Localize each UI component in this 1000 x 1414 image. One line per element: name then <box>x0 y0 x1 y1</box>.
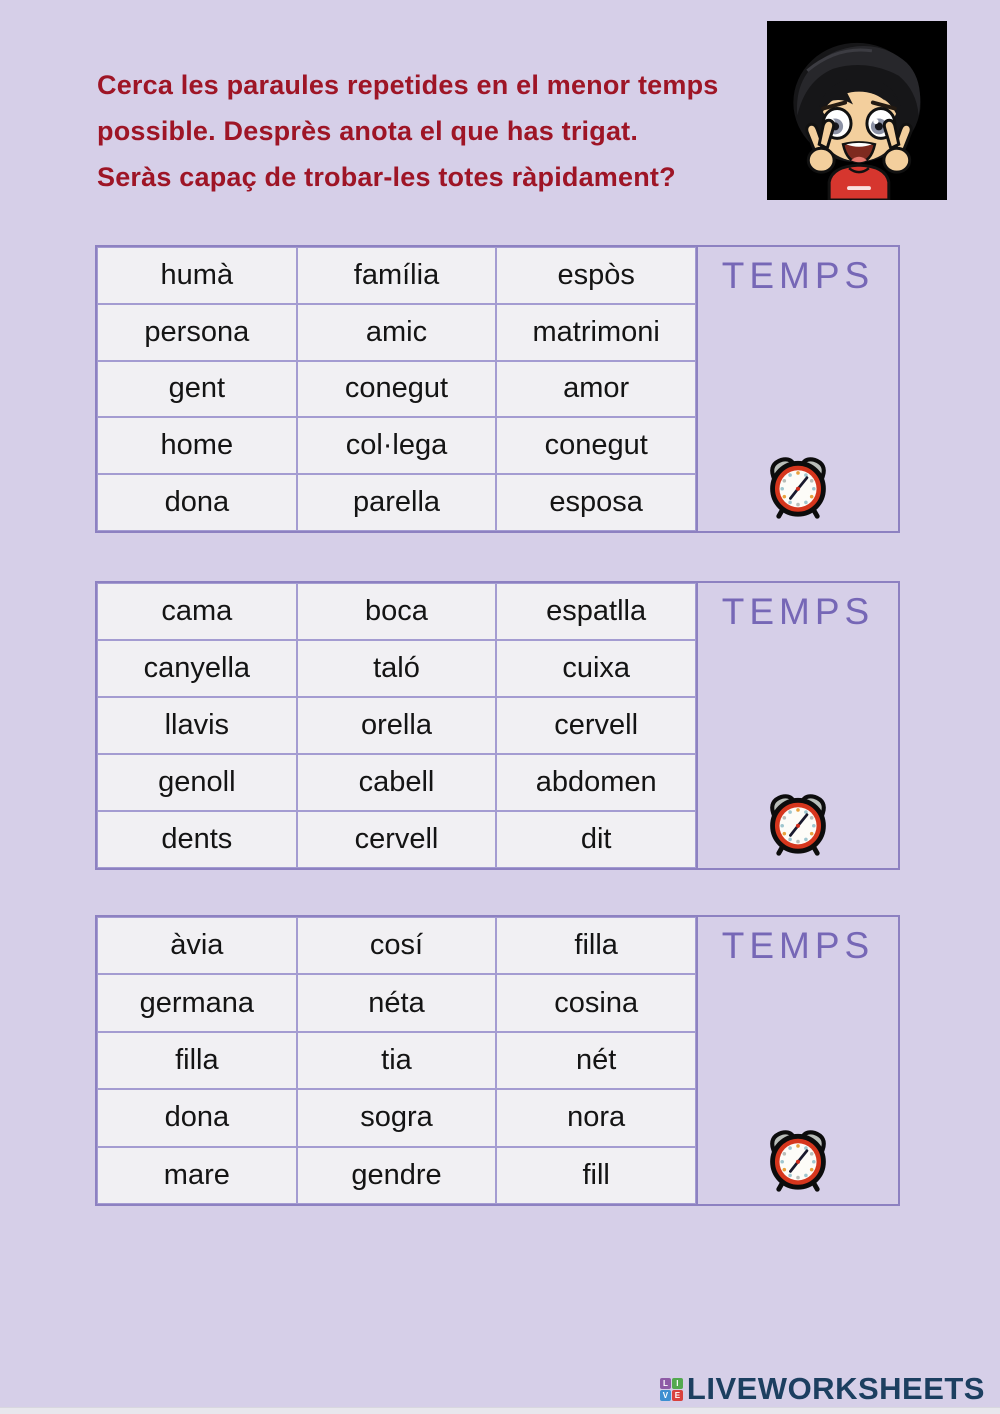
word-cell: conegut <box>296 360 497 418</box>
word-cell: home <box>97 417 297 475</box>
word-cell: col·lega <box>296 417 497 475</box>
word-cell: llavis <box>97 697 297 754</box>
liveworksheets-logo: L I V E LIVEWORKSHEETS <box>659 1371 985 1407</box>
word-cell: espòs <box>496 247 696 304</box>
word-cell: cuixa <box>496 640 696 697</box>
alarm-clock-glyph <box>770 1130 826 1192</box>
word-cell: cervell <box>296 811 497 868</box>
word-cell: cosina <box>496 974 696 1032</box>
liveworksheets-logo-icon: L I V E <box>659 1377 683 1401</box>
word-cell: gendre <box>296 1146 497 1204</box>
alarm-clock-icon <box>762 453 834 519</box>
word-cell: tia <box>296 1031 497 1090</box>
word-cell: conegut <box>496 417 696 475</box>
logo-square-i: I <box>671 1377 683 1389</box>
instructions-line-3: Seràs capaç de trobar-les totes ràpidame… <box>97 162 676 192</box>
word-cell: dona <box>97 474 297 531</box>
word-table-2: cama boca espatlla canyella taló cuixa llavis o… <box>95 581 900 870</box>
bottom-strip <box>0 1407 1000 1414</box>
character-image <box>767 21 947 200</box>
alarm-clock-icon <box>762 1126 834 1192</box>
word-cell: nét <box>496 1031 696 1090</box>
word-cell: cosí <box>296 917 497 975</box>
brand-name: LIVEWORKSHEETS <box>686 1371 985 1406</box>
word-cell: orella <box>296 697 497 754</box>
instructions-text: Cerca les paraules repetides en el menor… <box>97 62 757 200</box>
word-cell: sogra <box>296 1089 497 1147</box>
instructions-line-2: possible. Desprès anota el que has triga… <box>97 116 639 146</box>
word-grid-2: cama boca espatlla canyella taló cuixa llavis o… <box>95 581 698 870</box>
temps-label: TEMPS <box>721 925 875 966</box>
word-cell: genoll <box>97 754 297 811</box>
word-cell: néta <box>296 974 497 1032</box>
word-cell: germana <box>97 974 297 1032</box>
word-cell: nora <box>496 1089 696 1147</box>
word-cell: filla <box>496 917 696 975</box>
instructions-line-1: Cerca les paraules repetides en el menor… <box>97 70 719 100</box>
temps-panel-1: TEMPS <box>698 245 900 533</box>
word-cell: cabell <box>296 754 497 811</box>
word-cell: amic <box>296 303 497 361</box>
chibi-girl-icon <box>767 21 947 200</box>
word-cell: dents <box>97 811 297 868</box>
word-cell: cervell <box>496 697 696 754</box>
word-cell: família <box>296 247 497 304</box>
word-table-1: humà família espòs persona amic matrimoni gent… <box>95 245 900 533</box>
word-cell: taló <box>296 640 497 697</box>
word-cell: boca <box>296 583 497 640</box>
word-cell: abdomen <box>496 754 696 811</box>
word-cell: fill <box>496 1146 696 1204</box>
word-table-3: àvia cosí filla germana néta cosina filla tia né… <box>95 915 900 1206</box>
alarm-clock-icon <box>762 790 834 856</box>
word-cell: humà <box>97 247 297 304</box>
temps-panel-3: TEMPS <box>698 915 900 1206</box>
word-cell: esposa <box>496 474 696 531</box>
word-cell: matrimoni <box>496 303 696 361</box>
logo-square-e: E <box>671 1389 683 1401</box>
word-cell: espatlla <box>496 583 696 640</box>
word-cell: dit <box>496 811 696 868</box>
word-cell: amor <box>496 360 696 418</box>
temps-panel-2: TEMPS <box>698 581 900 870</box>
word-cell: mare <box>97 1146 297 1204</box>
alarm-clock-glyph <box>770 794 826 856</box>
word-cell: canyella <box>97 640 297 697</box>
word-grid-3: àvia cosí filla germana néta cosina filla tia né… <box>95 915 698 1206</box>
word-cell: parella <box>296 474 497 531</box>
word-cell: gent <box>97 360 297 418</box>
word-cell: dona <box>97 1089 297 1147</box>
word-cell: àvia <box>97 917 297 975</box>
word-cell: cama <box>97 583 297 640</box>
alarm-clock-glyph <box>770 457 826 519</box>
logo-square-v: V <box>659 1389 671 1401</box>
word-grid-1: humà família espòs persona amic matrimoni gent… <box>95 245 698 533</box>
temps-label: TEMPS <box>721 255 875 296</box>
temps-label: TEMPS <box>721 591 875 632</box>
word-cell: filla <box>97 1031 297 1090</box>
logo-square-l: L <box>659 1377 671 1389</box>
word-cell: persona <box>97 303 297 361</box>
